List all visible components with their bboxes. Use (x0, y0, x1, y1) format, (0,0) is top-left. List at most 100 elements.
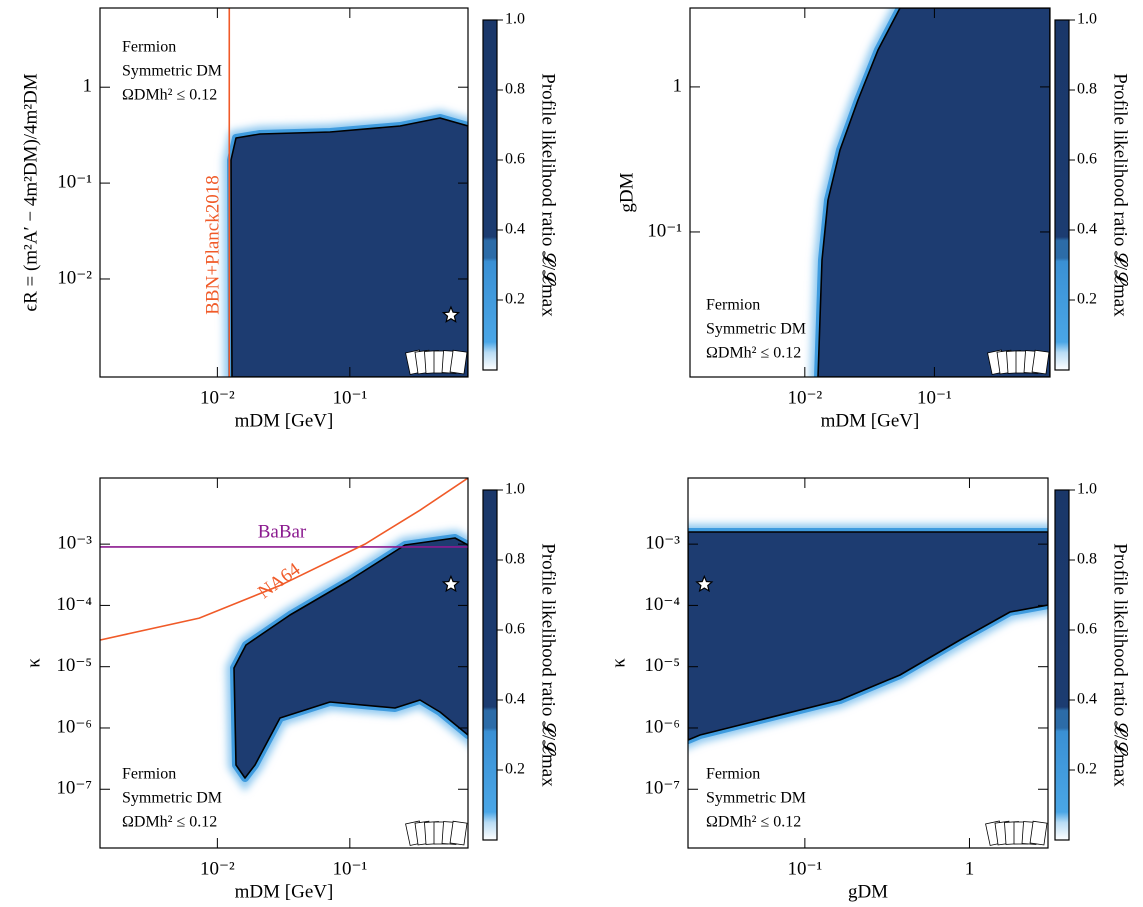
y-tick-label: 10⁻⁷ (644, 778, 680, 799)
colorbar-tick-label: 0.8 (1077, 81, 1097, 98)
plot-area (100, 478, 468, 792)
y-tick-label: 1 (673, 75, 683, 96)
annotation: Symmetric DM (706, 790, 806, 807)
y-tick-label: 10⁻³ (645, 532, 680, 553)
colorbar (1054, 489, 1070, 841)
colorbar-tick-label: 0.6 (1077, 151, 1097, 168)
colorbar-tick-label: 0.6 (1077, 621, 1097, 638)
y-tick-label: 10⁻⁵ (56, 655, 92, 676)
colorbar-tick-label: 1.0 (1077, 481, 1097, 498)
colorbar (482, 489, 498, 841)
y-tick-label: 10⁻⁷ (56, 778, 92, 799)
y-tick-label: 10⁻⁶ (56, 716, 92, 737)
y-tick-label: 10⁻⁴ (644, 594, 680, 615)
colorbar-label: Profile likelihood ratio 𝓛/𝓛max (538, 543, 559, 787)
best-fit-star (441, 574, 461, 593)
logo-card (1029, 820, 1048, 846)
logo-card (1031, 349, 1050, 375)
best-fit-star (441, 305, 461, 323)
colorbar-tick-label: 0.2 (1077, 761, 1097, 778)
annotation: ΩDMh² ≤ 0.12 (706, 345, 801, 362)
annotation: Fermion (706, 297, 760, 314)
logo (405, 820, 468, 846)
colorbar-tick-label: 0.6 (505, 151, 525, 168)
likelihood-core (233, 537, 468, 779)
annotation: ΩDMh² ≤ 0.12 (122, 814, 217, 831)
logo (987, 349, 1050, 375)
colorbar-tick-label: 0.4 (505, 691, 525, 708)
x-tick-label: 10⁻² (200, 858, 235, 879)
y-tick-label: 10⁻¹ (647, 220, 682, 241)
x-tick-label: 10⁻² (200, 387, 235, 408)
x-axis-label: gDM (848, 881, 888, 902)
annotation: ΩDMh² ≤ 0.12 (706, 814, 801, 831)
best-fit-star (695, 574, 714, 593)
annotation: Fermion (122, 766, 176, 783)
plot-area (222, 8, 468, 377)
y-axis-label: gDM (616, 172, 637, 212)
colorbar-tick-label: 0.8 (505, 551, 525, 568)
likelihood-core (230, 117, 468, 377)
y-tick-label: 1 (83, 76, 93, 97)
limit-label: NA64 (254, 559, 304, 604)
x-tick-label: 1 (965, 858, 975, 879)
limit-line (100, 478, 468, 641)
colorbar-tick-label: 0.8 (505, 81, 525, 98)
logo-card (449, 349, 468, 375)
x-tick-label: 10⁻¹ (332, 387, 367, 408)
x-tick-label: 10⁻¹ (917, 387, 952, 408)
colorbar-tick-label: 0.2 (505, 761, 525, 778)
annotation: Symmetric DM (122, 790, 222, 807)
axes-frame (687, 477, 1049, 849)
colorbar-tick-label: 0.4 (1077, 691, 1097, 708)
y-tick-label: 10⁻⁵ (644, 655, 680, 676)
y-axis-label: ϵR = (m²A′ − 4m²DM)/4m²DM (20, 73, 41, 311)
y-tick-label: 10⁻⁴ (56, 594, 92, 615)
y-tick-label: 10⁻³ (57, 532, 92, 553)
x-tick-label: 10⁻¹ (332, 858, 367, 879)
likelihood-core (688, 531, 1048, 741)
axes-frame (99, 477, 469, 849)
limit-label: BaBar (258, 521, 307, 542)
annotation: Symmetric DM (706, 321, 806, 338)
colorbar-label: Profile likelihood ratio 𝓛/𝓛max (538, 73, 559, 317)
colorbar-label: Profile likelihood ratio 𝓛/𝓛max (1110, 543, 1131, 787)
y-axis-label: κ (23, 658, 44, 668)
colorbar-tick-label: 0.4 (1077, 221, 1097, 238)
colorbar-tick-label: 1.0 (505, 481, 525, 498)
colorbar-tick-label: 0.4 (505, 221, 525, 238)
colorbar-tick-label: 0.2 (1077, 291, 1097, 308)
x-axis-label: mDM [GeV] (235, 410, 334, 431)
x-tick-label: 10⁻² (787, 387, 822, 408)
colorbar-tick-label: 0.8 (1077, 551, 1097, 568)
colorbar-tick-label: 0.2 (505, 291, 525, 308)
plot-area (809, 8, 1050, 377)
x-axis-label: mDM [GeV] (821, 410, 920, 431)
annotation: ΩDMh² ≤ 0.12 (122, 87, 217, 104)
x-tick-label: 10⁻¹ (787, 858, 822, 879)
colorbar-tick-label: 1.0 (505, 11, 525, 28)
colorbar-label: Profile likelihood ratio 𝓛/𝓛max (1110, 73, 1131, 317)
colorbar (482, 19, 498, 371)
logo (985, 820, 1048, 846)
logo-card (449, 820, 468, 846)
x-axis-label: mDM [GeV] (235, 881, 334, 902)
annotation: Symmetric DM (122, 63, 222, 80)
y-tick-label: 10⁻² (57, 267, 92, 288)
colorbar-tick-label: 1.0 (1077, 11, 1097, 28)
y-tick-label: 10⁻¹ (57, 171, 92, 192)
annotation: Fermion (122, 39, 176, 56)
likelihood-core (817, 8, 1050, 377)
logo (405, 349, 468, 375)
colorbar (1054, 19, 1070, 371)
axes-frame (689, 7, 1051, 378)
annotation: Fermion (706, 766, 760, 783)
axes-frame (99, 7, 469, 378)
y-tick-label: 10⁻⁶ (644, 716, 680, 737)
limit-label: BBN+Planck2018 (202, 175, 223, 315)
plot-area (688, 524, 1048, 749)
y-axis-label: κ (608, 658, 629, 668)
colorbar-tick-label: 0.6 (505, 621, 525, 638)
